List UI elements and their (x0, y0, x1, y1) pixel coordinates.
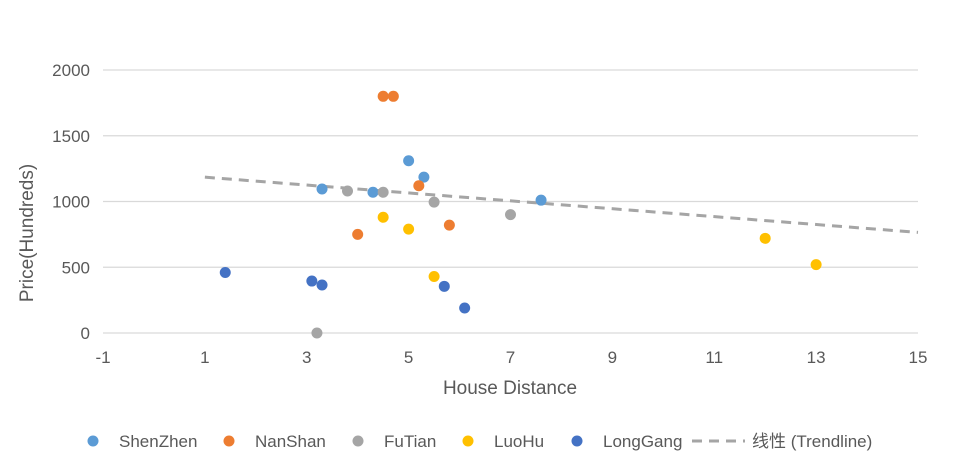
point-longgang-4 (459, 302, 471, 314)
trendline (204, 175, 919, 234)
point-shenzhen-0 (316, 183, 328, 195)
legend: ShenZhen NanShan FuTian LuoHu LongGang 线性 (Tr… (87, 432, 872, 451)
point-luohu-0 (377, 211, 389, 223)
x-tick-label-13: 13 (807, 348, 826, 367)
x-tick-label-11: 11 (705, 348, 723, 367)
legend-label-luohu: LuoHu (494, 432, 544, 451)
point-nanshan-4 (443, 219, 455, 231)
y-tick-label-1000: 1000 (52, 193, 90, 212)
point-luohu-4 (810, 259, 822, 271)
x-tick-label-9: 9 (608, 348, 617, 367)
legend-label-futian: FuTian (384, 432, 436, 451)
point-futian-4 (311, 327, 323, 339)
point-nanshan-3 (413, 180, 425, 192)
y-tick-label-1500: 1500 (52, 127, 90, 146)
point-futian-0 (342, 185, 353, 197)
legend-marker-longgang (571, 435, 583, 447)
y-tick-label-500: 500 (62, 258, 90, 277)
legend-marker-shenzhen (87, 435, 99, 447)
point-luohu-2 (428, 270, 440, 282)
point-shenzhen-1 (367, 186, 379, 198)
point-futian-3 (505, 209, 516, 221)
x-tick-label-15: 15 (909, 348, 928, 367)
point-longgang-0 (219, 267, 231, 279)
y-axis-title: Price(Hundreds) (17, 164, 38, 302)
legend-marker-luohu (462, 435, 474, 447)
legend-label-trendline: 线性 (Trendline) (752, 432, 872, 451)
point-longgang-1 (306, 275, 318, 287)
legend-label-shenzhen: ShenZhen (119, 432, 197, 451)
trendline-layer (204, 175, 919, 234)
x-tick-label-1: 1 (200, 348, 209, 367)
legend-marker-futian (352, 435, 364, 447)
x-tick-label-5: 5 (404, 348, 413, 367)
point-luohu-3 (759, 232, 771, 244)
x-tick-label-7: 7 (506, 348, 515, 367)
point-futian-1 (377, 186, 389, 198)
legend-label-nanshan: NanShan (255, 432, 326, 451)
point-longgang-3 (438, 280, 450, 292)
x-axis-ticks: -1 1 3 5 7 9 11 13 15 (95, 348, 927, 367)
point-shenzhen-4 (535, 194, 547, 206)
point-futian-2 (428, 196, 440, 208)
x-tick-label-3: 3 (302, 348, 311, 367)
legend-marker-nanshan (223, 435, 235, 447)
data-points (219, 90, 822, 339)
y-axis-ticks: 0 500 1000 1500 2000 (52, 61, 90, 343)
point-shenzhen-2 (403, 155, 415, 167)
point-nanshan-0 (377, 90, 389, 102)
point-luohu-1 (403, 223, 415, 235)
point-nanshan-2 (352, 228, 364, 240)
legend-label-longgang: LongGang (603, 432, 682, 451)
x-axis-title: House Distance (443, 378, 577, 399)
x-tick-label-minus-1: -1 (95, 348, 110, 367)
point-longgang-2 (316, 279, 328, 291)
y-tick-label-2000: 2000 (52, 61, 90, 80)
point-shenzhen-3 (418, 171, 430, 183)
point-nanshan-1 (387, 90, 399, 102)
y-tick-label-0: 0 (81, 324, 90, 343)
